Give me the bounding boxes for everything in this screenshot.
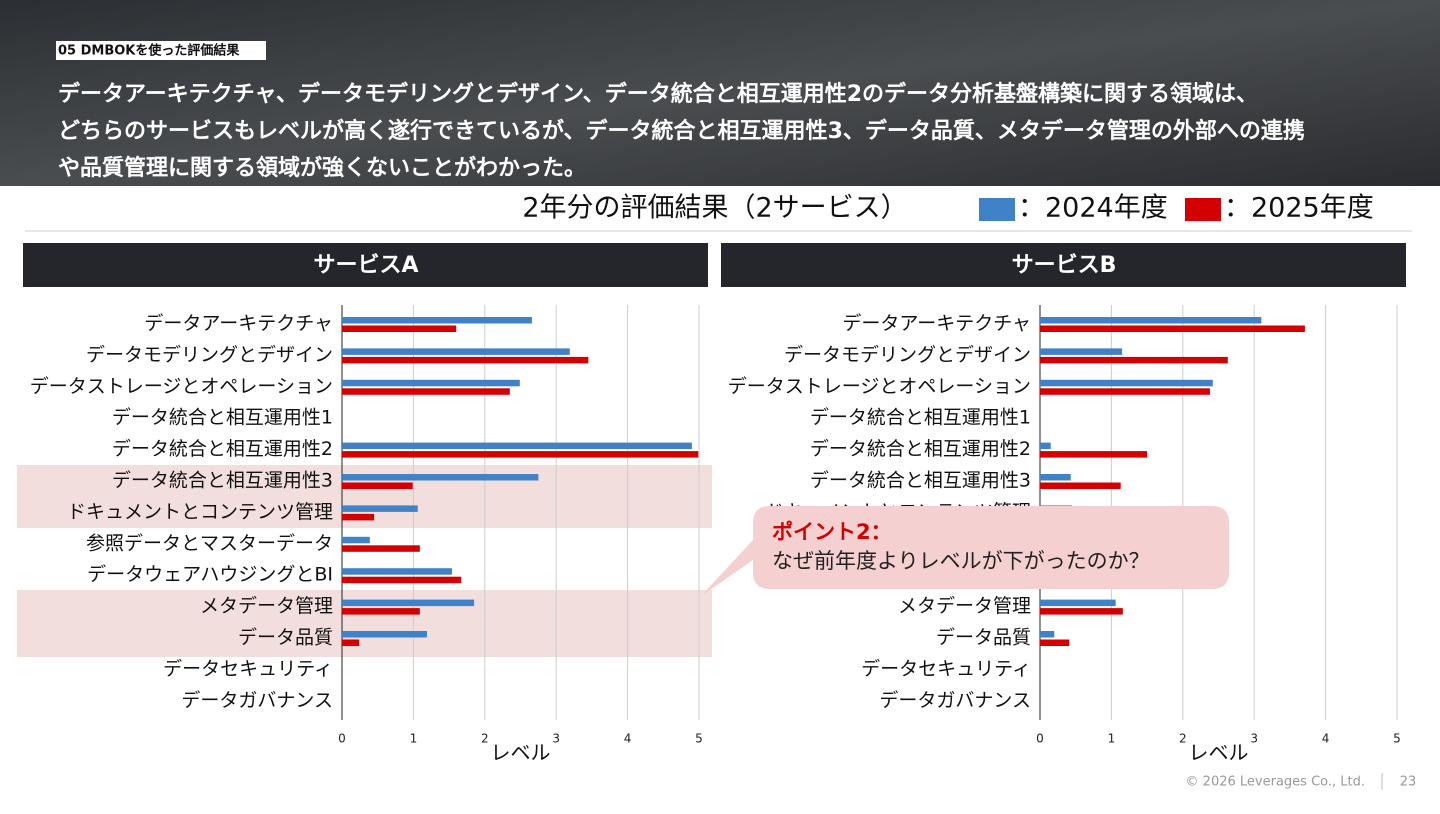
bar <box>1040 442 1051 450</box>
bar <box>1040 379 1213 387</box>
legend-swatch <box>979 198 1015 221</box>
callout: ポイント2： なぜ前年度よりレベルが下がったのか？ <box>700 506 1229 597</box>
bar <box>342 513 375 521</box>
category-label: データストレージとオペレーション <box>728 375 1031 397</box>
bar <box>342 545 420 552</box>
category-label: データストレージとオペレーション <box>30 375 333 397</box>
bar <box>342 442 692 450</box>
header-background <box>0 0 1440 186</box>
category-label: 参照データとマスターデータ <box>86 532 333 554</box>
category-label: ドキュメントとコンテンツ管理 <box>67 501 333 523</box>
bar <box>1040 639 1070 646</box>
panel-title: サービスB <box>1012 253 1117 278</box>
x-tick-label: 2 <box>1179 732 1187 746</box>
bar <box>342 348 570 355</box>
header-line: や品質管理に関する領域が強くないことがわかった。 <box>58 155 586 181</box>
category-label: データ統合と相互運用性1 <box>810 407 1031 429</box>
bar <box>342 568 452 575</box>
bar <box>342 631 427 638</box>
category-label: メタデータ管理 <box>200 595 333 617</box>
x-axis-label: レベル <box>491 741 551 765</box>
bar <box>342 325 457 332</box>
category-label: データ統合と相互運用性3 <box>112 470 333 492</box>
bar <box>342 505 418 512</box>
summary-title: 2年分の評価結果（2サービス） <box>522 193 907 224</box>
x-tick-label: 4 <box>1322 732 1330 746</box>
bar <box>1040 474 1071 481</box>
bar <box>1040 348 1123 355</box>
bar <box>342 451 699 458</box>
bar <box>342 356 589 364</box>
copyright: © 2026 Leverages Co., Ltd. <box>1186 775 1365 790</box>
callout-bubble <box>700 506 1229 597</box>
panel-header <box>721 243 1406 287</box>
category-label: データ品質 <box>936 627 1031 649</box>
bar <box>342 379 520 387</box>
category-label: データ品質 <box>238 627 333 649</box>
bar <box>1040 599 1116 607</box>
category-label: データアーキテクチャ <box>842 313 1031 335</box>
panel-header <box>23 243 708 287</box>
category-label: データ統合と相互運用性2 <box>810 438 1031 460</box>
panel-title: サービスA <box>313 253 418 278</box>
category-label: データ統合と相互運用性1 <box>112 407 333 429</box>
category-label: データモデリングとデザイン <box>86 344 333 366</box>
x-tick-label: 0 <box>1036 732 1044 746</box>
page-number: 23 <box>1400 775 1417 790</box>
callout-text: なぜ前年度よりレベルが下がったのか？ <box>772 549 1150 573</box>
bar <box>342 599 475 607</box>
header-line: どちらのサービスもレベルが高く遂行できているが、データ統合と相互運用性3、データ… <box>58 118 1305 144</box>
bar <box>342 317 532 324</box>
bar <box>1040 317 1262 324</box>
legend-label: ：2025年度 <box>1224 193 1374 224</box>
category-label: データウェアハウジングとBI <box>87 564 333 586</box>
bar <box>342 482 413 489</box>
category-label: データ統合と相互運用性2 <box>112 438 333 460</box>
x-tick-label: 0 <box>338 732 346 746</box>
bar <box>1040 482 1121 489</box>
category-label: データモデリングとデザイン <box>784 344 1031 366</box>
callout-title: ポイント2： <box>772 520 892 544</box>
x-tick-label: 5 <box>695 732 703 746</box>
section-label: 05 DMBOKを使った評価結果 <box>58 43 239 59</box>
category-label: データセキュリティ <box>861 658 1031 680</box>
bar <box>1040 325 1305 332</box>
bar <box>342 388 510 395</box>
category-label: データガバナンス <box>181 689 333 711</box>
bar <box>1040 631 1055 638</box>
bar <box>342 639 360 646</box>
bar <box>342 536 370 544</box>
x-tick-label: 3 <box>552 732 560 746</box>
header-line: データアーキテクチャ、データモデリングとデザイン、データ統合と相互運用性2のデー… <box>58 81 1258 107</box>
legend-swatch <box>1185 198 1221 221</box>
x-tick-label: 4 <box>624 732 632 746</box>
bar <box>1040 608 1123 615</box>
category-label: メタデータ管理 <box>898 595 1031 617</box>
category-label: データ統合と相互運用性3 <box>810 470 1031 492</box>
x-tick-label: 3 <box>1250 732 1258 746</box>
x-tick-label: 2 <box>481 732 489 746</box>
bar <box>342 608 420 615</box>
bar <box>342 576 462 584</box>
bar <box>1040 451 1148 458</box>
legend-label: ：2024年度 <box>1018 193 1168 224</box>
bar <box>342 474 539 481</box>
x-axis-label: レベル <box>1189 741 1249 765</box>
category-label: データセキュリティ <box>163 658 333 680</box>
x-tick-label: 1 <box>1108 732 1116 746</box>
category-label: データアーキテクチャ <box>144 313 333 335</box>
x-tick-label: 5 <box>1393 732 1401 746</box>
bar <box>1040 356 1228 364</box>
x-tick-label: 1 <box>410 732 418 746</box>
category-label: データガバナンス <box>879 689 1031 711</box>
bar <box>1040 388 1210 395</box>
section-tag <box>56 41 266 60</box>
